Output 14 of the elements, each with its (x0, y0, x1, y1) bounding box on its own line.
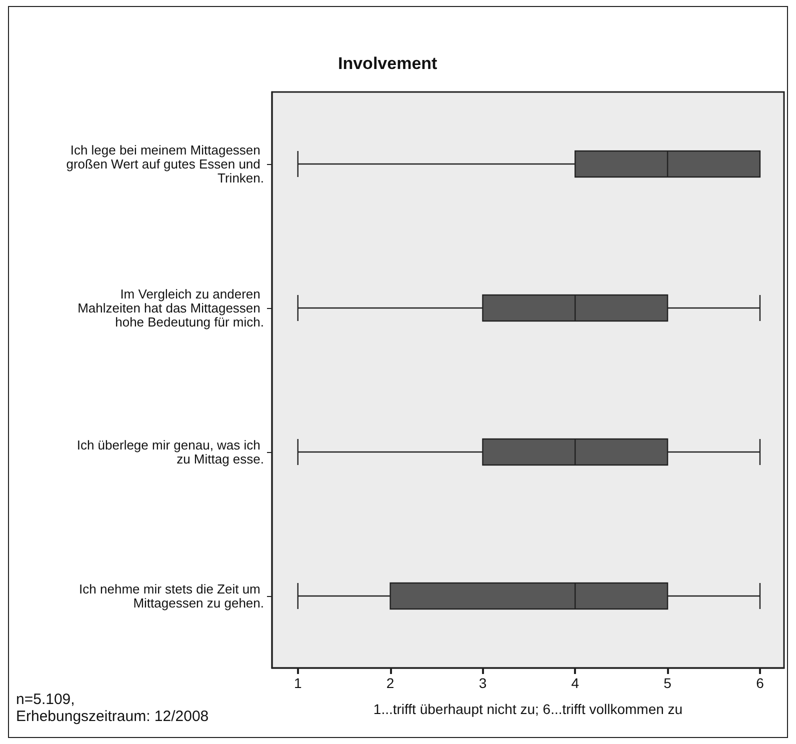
x-tick-label: 3 (478, 675, 487, 691)
x-tick-label: 4 (571, 675, 580, 691)
x-tick-label: 2 (386, 675, 394, 691)
text: n=5.109, (16, 691, 75, 708)
x-tick-label: 5 (664, 675, 672, 691)
y-tick-label: Ich lege bei meinem Mittagessen großen Wert auf gutes Essen und Trinken. (66, 142, 264, 186)
x-tick-label: 1 (294, 675, 302, 691)
text: Erhebungszeitraum: 12/2008 (16, 708, 209, 725)
y-tick-label: Ich nehme mir stets die Zeit um Mittagessen zu gehen. (79, 582, 264, 610)
y-tick-label: Im Vergleich zu anderen Mahlzeiten hat das Mittagessen hohe Bedeutung für mich. (78, 286, 264, 330)
x-axis-title: 1...trifft überhaupt nicht zu; 6...trifft vollkommen zu (373, 701, 683, 717)
y-tick-label: Ich überlege mir genau, was ich zu Mittag esse. (76, 438, 264, 466)
x-tick-label: 6 (756, 675, 764, 691)
chart-title: Involvement (338, 54, 438, 73)
